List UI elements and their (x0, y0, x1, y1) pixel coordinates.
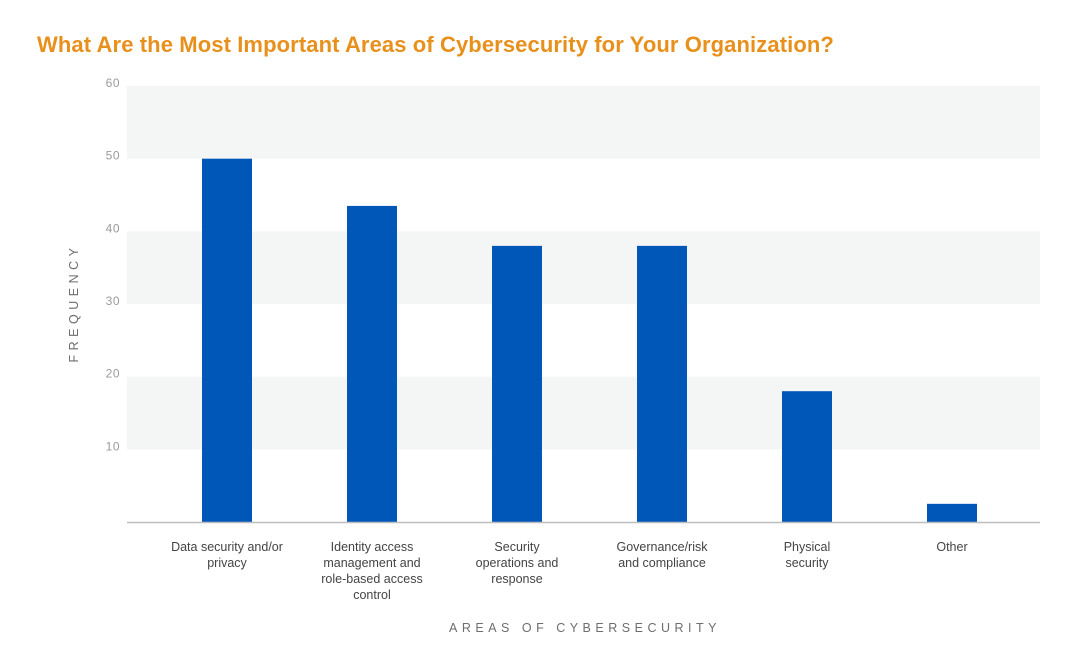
x-category-label: Physical security (784, 540, 831, 570)
bar (927, 503, 977, 522)
x-category-label: Other (936, 540, 967, 554)
y-tick-label: 50 (106, 149, 120, 163)
grid-bands (127, 86, 1040, 450)
bar (782, 391, 832, 522)
x-category-label: Governance/risk and compliance (616, 540, 708, 570)
y-axis-title: FREQUENCY (67, 244, 81, 363)
x-category-labels: Data security and/or privacy Identity acce… (171, 540, 968, 602)
y-tick-label: 40 (106, 221, 120, 235)
x-category-label: Data security and/or privacy (171, 540, 283, 570)
y-tick-label: 20 (106, 367, 120, 381)
y-tick-labels: 60 50 40 30 20 10 (106, 76, 120, 453)
x-axis-title: AREAS OF CYBERSECURITY (449, 621, 721, 635)
y-tick-label: 60 (106, 76, 120, 90)
grid-band (127, 86, 1040, 159)
grid-band (127, 231, 1040, 304)
y-tick-label: 10 (106, 439, 120, 453)
y-tick-label: 30 (106, 294, 120, 308)
grid-band (127, 376, 1040, 450)
x-category-label: Identity access management and role-based … (321, 540, 422, 602)
x-category-label: Security operations and response (476, 540, 559, 586)
bar (347, 205, 397, 522)
chart-title: What Are the Most Important Areas of Cyb… (37, 32, 834, 57)
bar (637, 245, 687, 522)
bars (202, 158, 977, 522)
bar (492, 245, 542, 522)
bar (202, 158, 252, 522)
